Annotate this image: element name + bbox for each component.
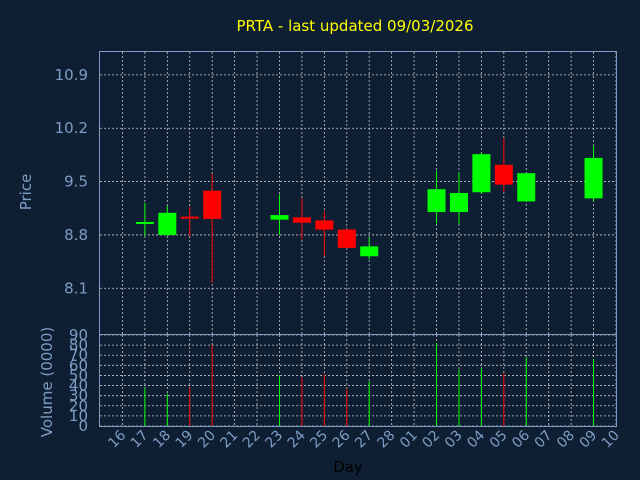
price-panel-frame <box>99 51 617 335</box>
x-axis-label: Day <box>333 458 363 476</box>
day-tick-label: 22 <box>240 428 264 452</box>
day-tick-label: 06 <box>509 427 533 451</box>
day-tick-label: 24 <box>285 427 309 451</box>
day-tick-label: 18 <box>150 428 174 452</box>
volume-tick-label: 60 <box>69 356 88 374</box>
candle-body <box>292 217 311 223</box>
day-tick-label: 28 <box>375 428 399 452</box>
day-tick-label: 21 <box>218 428 242 452</box>
candle-body <box>135 221 154 224</box>
candle-body <box>584 157 603 199</box>
day-tick-label: 23 <box>262 428 286 452</box>
volume-axis-label: Volume (0000) <box>38 327 56 437</box>
day-tick-label: 03 <box>442 428 466 452</box>
day-tick-label: 01 <box>397 428 421 452</box>
volume-tick-label: 70 <box>69 346 88 364</box>
candle-body <box>517 173 536 202</box>
day-tick-label: 08 <box>554 428 578 452</box>
price-axis-label: Price <box>17 174 35 211</box>
day-tick-label: 04 <box>464 427 488 451</box>
day-tick-label: 05 <box>487 428 511 452</box>
day-tick-label: 10 <box>599 428 623 452</box>
day-tick-label: 19 <box>173 428 197 452</box>
candle-body <box>203 190 222 219</box>
volume-tick-label: 0 <box>78 417 88 435</box>
price-tick-labels: 10.9 10.2 9.5 8.8 8.1 <box>55 66 88 297</box>
chart-title: PRTA - last updated 09/03/2026 <box>236 17 473 35</box>
day-tick-label: 09 <box>576 428 600 452</box>
day-tick-label: 26 <box>330 427 354 451</box>
volume-series <box>144 343 595 426</box>
day-tick-label: 25 <box>307 428 331 452</box>
candle-body <box>427 189 446 213</box>
day-tick-label: 27 <box>352 428 376 452</box>
candle-body <box>315 220 334 230</box>
volume-panel-frame <box>99 334 617 427</box>
price-tick-label: 8.8 <box>64 226 88 244</box>
price-tick-label: 9.5 <box>64 173 88 191</box>
price-tick-label: 10.2 <box>55 119 88 137</box>
day-tick-label: 07 <box>532 428 556 452</box>
candlestick-series <box>135 138 603 283</box>
volume-tick-label: 30 <box>69 387 88 405</box>
volume-grid <box>100 334 617 427</box>
volume-tick-label: 80 <box>69 336 88 354</box>
price-grid <box>100 52 617 334</box>
candle-body <box>360 246 379 257</box>
candle-body <box>180 216 199 219</box>
volume-tick-label: 50 <box>69 366 88 384</box>
day-tick-label: 20 <box>195 428 219 452</box>
candle-body <box>270 215 289 220</box>
day-tick-label: 17 <box>128 428 152 452</box>
price-tick-label: 10.9 <box>55 66 88 84</box>
candle-body <box>494 164 513 185</box>
volume-tick-label: 10 <box>69 407 88 425</box>
day-tick-labels: 1617181920212223242526272801020304050607… <box>105 427 622 451</box>
day-tick-label: 16 <box>105 427 129 451</box>
candle-body <box>472 154 491 193</box>
price-tick-label: 8.1 <box>64 279 88 297</box>
candle-body <box>449 193 468 213</box>
volume-tick-label: 40 <box>69 377 88 395</box>
volume-tick-label: 20 <box>69 397 88 415</box>
candle-body <box>158 212 177 235</box>
volume-tick-label: 90 <box>69 326 88 344</box>
day-tick-label: 02 <box>419 428 443 452</box>
candle-body <box>337 229 356 248</box>
